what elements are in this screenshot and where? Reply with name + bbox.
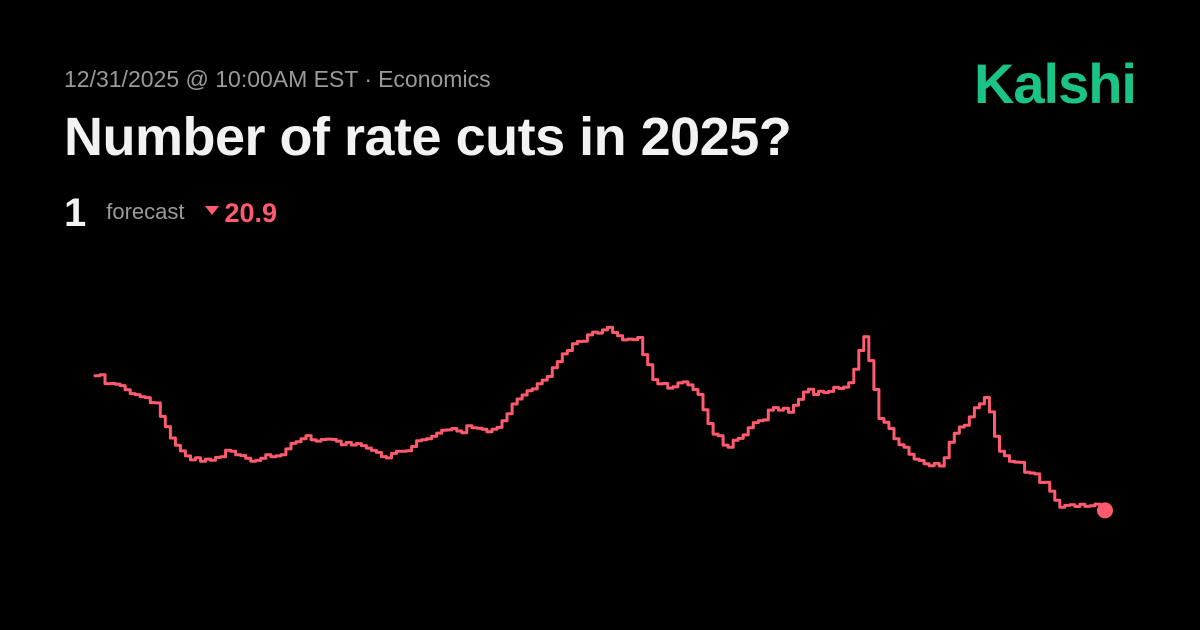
- page-title: Number of rate cuts in 2025?: [64, 107, 792, 167]
- forecast-value: 1: [64, 190, 87, 235]
- forecast-change-value: 20.9: [224, 197, 278, 228]
- resolution-date: 12/31/2025 @ 10:00AM EST: [64, 66, 359, 92]
- forecast-label: forecast: [106, 199, 185, 224]
- category-link[interactable]: Economics: [378, 66, 491, 92]
- forecast-change: 20.9: [204, 197, 278, 229]
- meta-separator: ·: [364, 66, 373, 92]
- caret-down-icon: [204, 205, 219, 215]
- current-value-marker: [1097, 502, 1113, 519]
- series-line: [93, 325, 1107, 513]
- forecast-summary: 1 forecast 20.9: [64, 190, 277, 236]
- header-meta: 12/31/2025 @ 10:00AM EST · Economics: [64, 66, 491, 93]
- brand-logo[interactable]: Kalshi: [973, 52, 1137, 115]
